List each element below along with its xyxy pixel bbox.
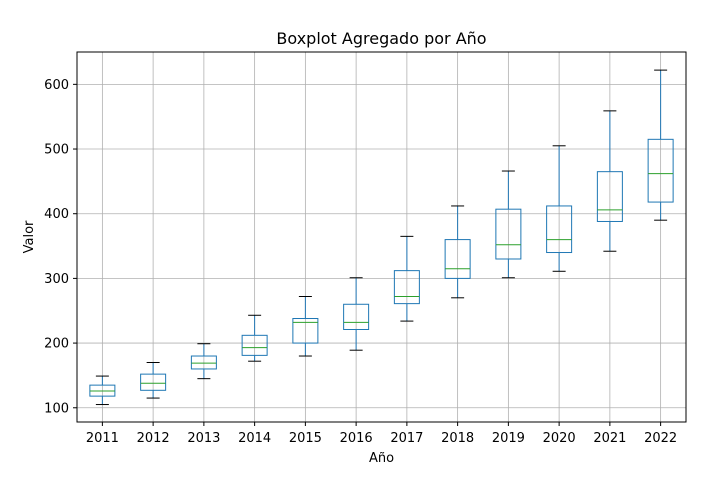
y-axis-title: Valor [22,220,37,253]
x-tick-label: 2019 [492,431,525,446]
plot-frame [76,51,687,423]
y-tick-label: 300 [44,272,69,287]
ticks-layer: 100 200 300 400 500 600 2011 2012 2013 2014 2015 20… [44,78,677,446]
box-iqr [190,355,217,370]
y-tick-label: 500 [44,143,69,158]
y-tick-label: 200 [44,337,69,352]
x-tick-label: 2018 [441,431,474,446]
box-iqr [495,208,522,260]
box-iqr [647,138,674,203]
x-tick-label: 2022 [644,431,677,446]
chart-title: Boxplot Agregado por Año [276,29,486,48]
x-tick-label: 2017 [390,431,423,446]
box-iqr [241,334,268,356]
box-iqr [596,171,623,222]
x-axis-title: Año [369,451,394,466]
box-iqr [393,270,420,305]
box-iqr [546,205,573,254]
box-iqr [140,373,167,391]
box-iqr [343,303,370,331]
box-layer [89,69,674,406]
x-tick-label: 2013 [187,431,220,446]
y-tick-label: 100 [44,401,69,416]
y-tick-label: 600 [44,78,69,93]
grid-layer [77,52,686,422]
y-tick-label: 400 [44,207,69,222]
x-tick-label: 2021 [593,431,626,446]
x-tick-label: 2016 [340,431,373,446]
x-tick-label: 2015 [289,431,322,446]
x-tick-label: 2014 [238,431,271,446]
x-tick-label: 2020 [543,431,576,446]
box-iqr [444,239,471,279]
box-iqr [292,318,319,344]
x-tick-label: 2011 [86,431,119,446]
x-tick-label: 2012 [137,431,170,446]
